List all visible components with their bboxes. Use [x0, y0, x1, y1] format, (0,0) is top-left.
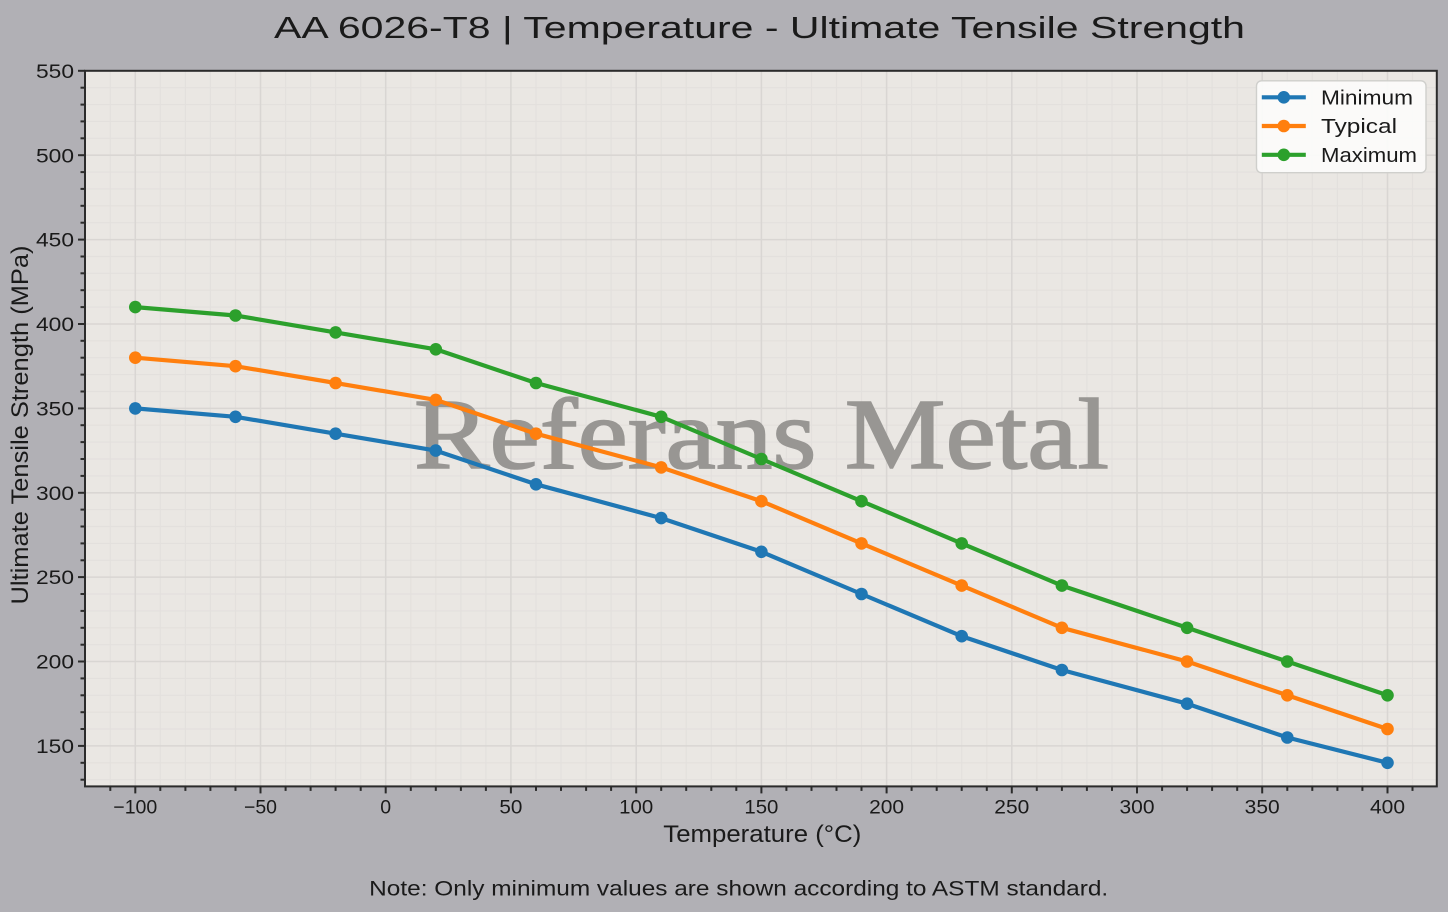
- svg-text:350: 350: [36, 399, 74, 421]
- svg-text:Maximum: Maximum: [1321, 145, 1417, 167]
- svg-text:100: 100: [619, 796, 653, 818]
- svg-text:200: 200: [36, 652, 74, 674]
- svg-text:−50: −50: [244, 796, 277, 818]
- svg-text:Minimum: Minimum: [1321, 87, 1413, 109]
- svg-text:250: 250: [994, 796, 1029, 818]
- svg-text:450: 450: [36, 230, 74, 252]
- svg-text:50: 50: [499, 796, 522, 818]
- svg-text:Typical: Typical: [1321, 116, 1397, 138]
- svg-text:Referans Metal: Referans Metal: [414, 378, 1109, 490]
- svg-text:150: 150: [36, 736, 74, 758]
- svg-text:300: 300: [36, 483, 74, 505]
- svg-text:Note: Only minimum values are: Note: Only minimum values are shown acco…: [369, 878, 1108, 901]
- svg-text:200: 200: [869, 796, 904, 818]
- svg-text:500: 500: [36, 145, 74, 167]
- svg-text:300: 300: [1120, 796, 1155, 818]
- svg-text:AA 6026-T8 | Temperature - Ult: AA 6026-T8 | Temperature - Ultimate Tens…: [274, 10, 1245, 45]
- svg-text:250: 250: [36, 567, 74, 589]
- svg-text:Ultimate Tensile Strength (MPa: Ultimate Tensile Strength (MPa): [7, 245, 34, 604]
- svg-text:0: 0: [380, 796, 391, 818]
- svg-text:550: 550: [36, 61, 74, 83]
- svg-text:350: 350: [1245, 796, 1280, 818]
- svg-text:Temperature (°C): Temperature (°C): [663, 821, 861, 848]
- svg-text:400: 400: [36, 314, 74, 336]
- svg-text:150: 150: [744, 796, 778, 818]
- svg-text:−100: −100: [113, 796, 157, 818]
- svg-text:400: 400: [1370, 796, 1405, 818]
